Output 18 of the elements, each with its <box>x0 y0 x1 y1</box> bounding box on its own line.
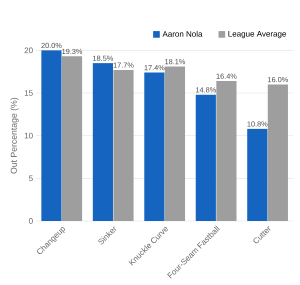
bar <box>247 128 268 221</box>
y-tick-label: 15 <box>24 90 33 96</box>
bar <box>62 56 82 221</box>
y-tick-label: 10 <box>24 132 33 138</box>
bar <box>196 94 216 221</box>
y-tick-label: 0 <box>28 218 33 224</box>
bar <box>41 50 62 221</box>
y-axis-title: Out Percentage (%) <box>10 98 19 174</box>
bar <box>268 84 288 221</box>
bar <box>92 63 113 221</box>
y-tick-label: 5 <box>28 176 33 182</box>
bar <box>216 81 237 221</box>
y-tick-label: 20 <box>24 48 33 54</box>
bar <box>164 66 186 221</box>
bar <box>144 72 164 221</box>
legend-label: Aaron Nola <box>162 30 202 37</box>
legend-label: League Average <box>228 31 286 38</box>
bar <box>113 70 134 221</box>
